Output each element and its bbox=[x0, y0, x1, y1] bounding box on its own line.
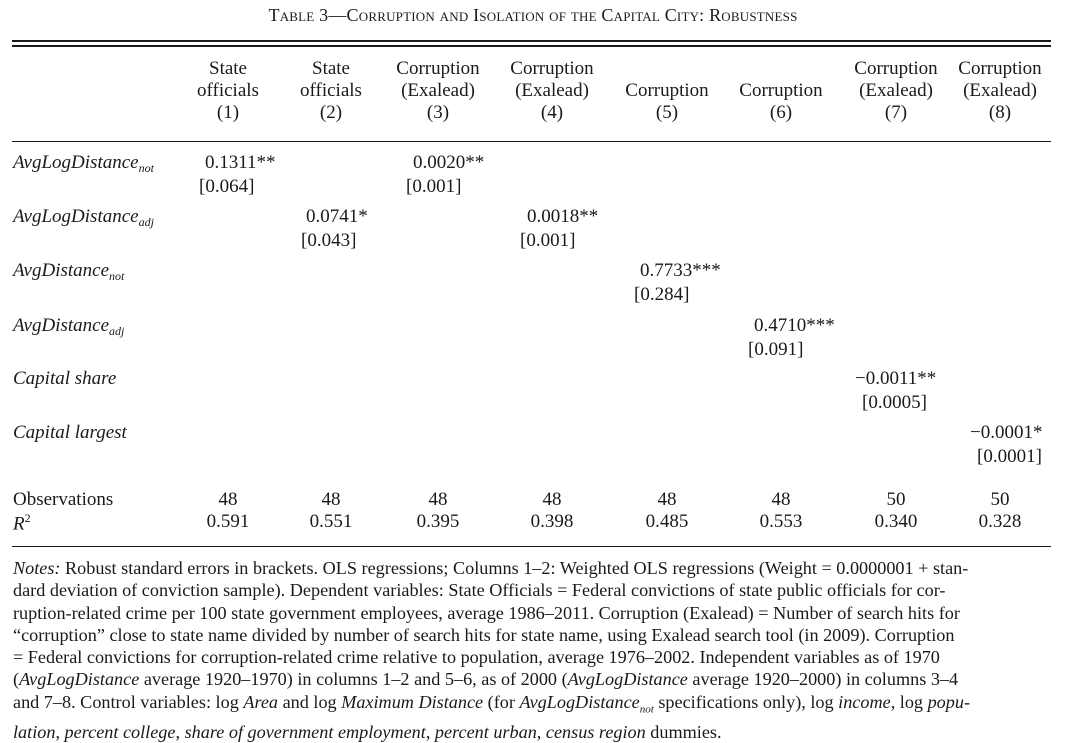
coef-avglogdistance-adj-col4: 0.0018** bbox=[527, 206, 599, 227]
notes-line-4: “corruption” close to state name divided… bbox=[13, 624, 955, 645]
row-label-capital-largest: Capital largest bbox=[13, 422, 127, 443]
observations-value: 48 bbox=[542, 489, 562, 510]
observations-value: 48 bbox=[218, 489, 238, 510]
row-label-avglogdistance-not: AvgLogDistancenot bbox=[13, 152, 154, 175]
column-header-1: State officials (1) bbox=[168, 58, 288, 124]
notes-line-3: ruption-related crime per 100 state gove… bbox=[13, 602, 960, 623]
column-header-line2: officials bbox=[197, 80, 259, 101]
notes-line-5: = Federal convictions for corruption-rel… bbox=[13, 647, 940, 668]
se-avgdistance-not-col5: [0.284] bbox=[634, 284, 690, 305]
notes-line-6: (AvgLogDistance average 1920–1970) in co… bbox=[13, 669, 959, 690]
notes-line-2: dard deviation of conviction sample). De… bbox=[13, 580, 946, 601]
observations-value: 48 bbox=[428, 489, 448, 510]
coef-avglogdistance-not-col3: 0.0020** bbox=[413, 152, 485, 173]
observations-value: 50 bbox=[886, 489, 906, 510]
coef-avglogdistance-not-col1: 0.1311** bbox=[205, 152, 276, 173]
coef-avglogdistance-adj-col2: 0.0741* bbox=[306, 206, 368, 227]
coef-avgdistance-adj-col6: 0.4710*** bbox=[754, 315, 835, 336]
column-header-line1: State bbox=[312, 58, 350, 79]
column-header-num: (6) bbox=[769, 102, 793, 123]
top-rule-1 bbox=[12, 40, 1051, 42]
r2-value: 0.551 bbox=[309, 511, 353, 532]
column-header-line2: Corruption bbox=[739, 80, 823, 101]
row-label-avgdistance-not: AvgDistancenot bbox=[13, 260, 125, 283]
column-header-line2: (Exalead) bbox=[401, 80, 475, 101]
r2-value: 0.398 bbox=[530, 511, 574, 532]
column-header-num: (7) bbox=[884, 102, 908, 123]
r2-value: 0.553 bbox=[759, 511, 803, 532]
column-header-3: Corruption (Exalead) (3) bbox=[378, 58, 498, 124]
observations-value: 48 bbox=[321, 489, 341, 510]
column-header-7: Corruption (Exalead) (7) bbox=[836, 58, 956, 124]
column-header-6: Corruption (6) bbox=[721, 58, 841, 124]
column-header-num: (2) bbox=[319, 102, 343, 123]
notes-lead: Notes: bbox=[13, 558, 61, 578]
row-label-avglogdistance-adj: AvgLogDistanceadj bbox=[13, 206, 154, 229]
notes-line-1: Notes: Robust standard errors in bracket… bbox=[13, 558, 969, 578]
column-header-line2: officials bbox=[300, 80, 362, 101]
table-notes: Notes: Robust standard errors in bracket… bbox=[13, 557, 1051, 743]
coef-avgdistance-not-col5: 0.7733*** bbox=[640, 260, 721, 281]
se-avglogdistance-not-col1: [0.064] bbox=[199, 176, 255, 197]
column-header-num: (4) bbox=[540, 102, 564, 123]
column-header-line1: Corruption bbox=[958, 58, 1042, 79]
header-rule bbox=[12, 141, 1051, 142]
table-title: Table 3—Corruption and Isolation of the … bbox=[268, 5, 798, 25]
r2-value: 0.328 bbox=[978, 511, 1022, 532]
column-header-line1: Corruption bbox=[510, 58, 594, 79]
column-header-line1 bbox=[607, 58, 727, 80]
bottom-rule bbox=[12, 546, 1051, 547]
column-header-num: (5) bbox=[655, 102, 679, 123]
column-header-line2: (Exalead) bbox=[859, 80, 933, 101]
column-header-num: (1) bbox=[216, 102, 240, 123]
column-header-line1: Corruption bbox=[396, 58, 480, 79]
notes-line-7: and 7–8. Control variables: log Area and… bbox=[13, 691, 971, 716]
column-header-line2: Corruption bbox=[625, 80, 709, 101]
column-header-2: State officials (2) bbox=[271, 58, 391, 124]
column-header-8: Corruption (Exalead) (8) bbox=[940, 58, 1060, 124]
row-label-avgdistance-adj: AvgDistanceadj bbox=[13, 315, 125, 338]
row-label-capital-share: Capital share bbox=[13, 368, 117, 389]
r2-value: 0.485 bbox=[645, 511, 689, 532]
r2-value: 0.395 bbox=[416, 511, 460, 532]
r2-value: 0.591 bbox=[206, 511, 250, 532]
column-header-line1 bbox=[721, 58, 841, 80]
column-header-num: (8) bbox=[988, 102, 1012, 123]
se-avglogdistance-not-col3: [0.001] bbox=[406, 176, 462, 197]
r2-label: R2 bbox=[13, 511, 31, 535]
column-header-line2: (Exalead) bbox=[963, 80, 1037, 101]
column-header-num: (3) bbox=[426, 102, 450, 123]
se-avglogdistance-adj-col4: [0.001] bbox=[520, 230, 576, 251]
column-header-5: Corruption (5) bbox=[607, 58, 727, 124]
se-capital-share-col7: [0.0005] bbox=[862, 392, 927, 413]
r2-value: 0.340 bbox=[874, 511, 918, 532]
coef-capital-largest-col8: −0.0001* bbox=[970, 422, 1043, 443]
se-capital-largest-col8: [0.0001] bbox=[977, 446, 1042, 467]
se-avglogdistance-adj-col2: [0.043] bbox=[301, 230, 357, 251]
coef-capital-share-col7: −0.0011** bbox=[855, 368, 937, 389]
observations-value: 48 bbox=[657, 489, 677, 510]
se-avgdistance-adj-col6: [0.091] bbox=[748, 339, 804, 360]
column-header-line2: (Exalead) bbox=[515, 80, 589, 101]
observations-value: 50 bbox=[990, 489, 1010, 510]
column-header-line1: Corruption bbox=[854, 58, 938, 79]
notes-line-8: lation, percent college, share of govern… bbox=[13, 721, 722, 742]
column-header-4: Corruption (Exalead) (4) bbox=[492, 58, 612, 124]
column-header-line1: State bbox=[209, 58, 247, 79]
observations-value: 48 bbox=[771, 489, 791, 510]
observations-label: Observations bbox=[13, 489, 114, 510]
top-rule-2 bbox=[12, 45, 1051, 47]
